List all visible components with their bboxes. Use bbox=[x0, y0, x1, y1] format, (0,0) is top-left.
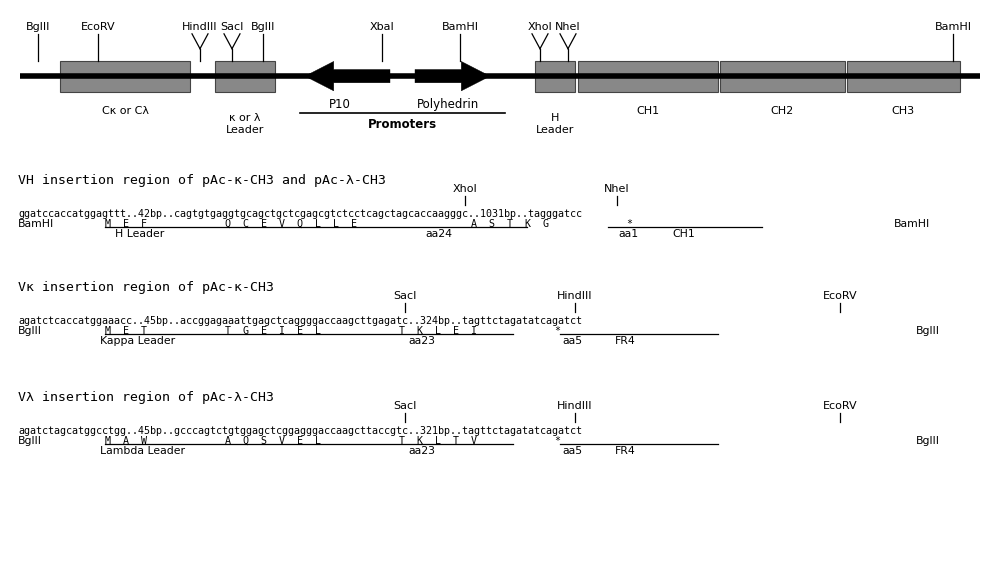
Text: H
Leader: H Leader bbox=[536, 113, 574, 135]
Text: ggatccaccatggagttt..42bp..cagtgtgaggtgcagctgctcgagcgtctcctcagctagcaccaagggc..103: ggatccaccatggagttt..42bp..cagtgtgaggtgca… bbox=[18, 209, 582, 219]
Text: P10: P10 bbox=[329, 98, 351, 111]
Text: HindIII: HindIII bbox=[557, 291, 593, 301]
Text: Vκ insertion region of pAc-κ-CH3: Vκ insertion region of pAc-κ-CH3 bbox=[18, 281, 274, 294]
Text: XbaI: XbaI bbox=[370, 21, 394, 32]
Text: BglII: BglII bbox=[916, 436, 940, 446]
Bar bbox=[720, 60, 845, 91]
Text: BamHI: BamHI bbox=[442, 21, 479, 32]
Text: aa5: aa5 bbox=[562, 446, 582, 456]
Text: Polyhedrin: Polyhedrin bbox=[417, 98, 479, 111]
Text: Cκ or Cλ: Cκ or Cλ bbox=[102, 106, 148, 116]
Text: CH1: CH1 bbox=[672, 229, 695, 239]
Text: EcoRV: EcoRV bbox=[823, 401, 857, 411]
Text: BglII: BglII bbox=[18, 436, 42, 446]
Text: M  A  W             A  Q  S  V  E  L             T  K  L  T  V             *: M A W A Q S V E L T K L T V * bbox=[105, 436, 561, 446]
Text: XhoI: XhoI bbox=[453, 184, 477, 194]
Text: Kappa Leader: Kappa Leader bbox=[100, 336, 175, 346]
Text: H Leader: H Leader bbox=[115, 229, 164, 239]
Text: SacI: SacI bbox=[220, 21, 244, 32]
Text: BamHI: BamHI bbox=[934, 21, 972, 32]
Text: M  E  F             Q  C  E  V  Q  L  L  E                   A  S  T  K  G      : M E F Q C E V Q L L E A S T K G bbox=[105, 219, 633, 229]
Text: Lambda Leader: Lambda Leader bbox=[100, 446, 185, 456]
Bar bbox=[535, 60, 575, 91]
Text: CH1: CH1 bbox=[636, 106, 660, 116]
Text: BglII: BglII bbox=[251, 21, 275, 32]
Text: aa23: aa23 bbox=[408, 446, 435, 456]
Polygon shape bbox=[305, 61, 390, 91]
Text: BamHI: BamHI bbox=[894, 219, 930, 229]
Text: NheI: NheI bbox=[555, 21, 581, 32]
Text: CH3: CH3 bbox=[891, 106, 915, 116]
Text: VH insertion region of pAc-κ-CH3 and pAc-λ-CH3: VH insertion region of pAc-κ-CH3 and pAc… bbox=[18, 174, 386, 187]
Text: Promoters: Promoters bbox=[368, 118, 437, 131]
Text: BamHI: BamHI bbox=[18, 219, 54, 229]
Bar bbox=[847, 60, 960, 91]
Text: aa23: aa23 bbox=[408, 336, 435, 346]
Text: agatctagcatggcctgg..45bp..gcccagtctgtggagctcggagggaccaagcttaccgtc..321bp..tagttc: agatctagcatggcctgg..45bp..gcccagtctgtgga… bbox=[18, 426, 582, 436]
Polygon shape bbox=[415, 61, 490, 91]
Text: BglII: BglII bbox=[18, 326, 42, 336]
Text: aa1: aa1 bbox=[618, 229, 638, 239]
Text: Vλ insertion region of pAc-λ-CH3: Vλ insertion region of pAc-λ-CH3 bbox=[18, 391, 274, 404]
Text: NheI: NheI bbox=[604, 184, 630, 194]
Bar bbox=[215, 60, 275, 91]
Bar bbox=[578, 60, 718, 91]
Text: FR4: FR4 bbox=[615, 336, 636, 346]
Text: aa24: aa24 bbox=[425, 229, 452, 239]
Text: EcoRV: EcoRV bbox=[823, 291, 857, 301]
Text: BglII: BglII bbox=[26, 21, 50, 32]
Text: CH2: CH2 bbox=[770, 106, 794, 116]
Text: XhoI: XhoI bbox=[528, 21, 552, 32]
Text: aa5: aa5 bbox=[562, 336, 582, 346]
Text: FR4: FR4 bbox=[615, 446, 636, 456]
Text: SacI: SacI bbox=[393, 401, 417, 411]
Text: BglII: BglII bbox=[916, 326, 940, 336]
Bar bbox=[60, 60, 190, 91]
Text: M  E  T             T  G  E  I  E  L             T  K  L  E  I             *: M E T T G E I E L T K L E I * bbox=[105, 326, 561, 336]
Text: HindIII: HindIII bbox=[182, 21, 218, 32]
Text: SacI: SacI bbox=[393, 291, 417, 301]
Text: HindIII: HindIII bbox=[557, 401, 593, 411]
Text: agatctcaccatggaaacc..45bp..accggagaaattgagctcaggggaccaagcttgagatc..324bp..tagttc: agatctcaccatggaaacc..45bp..accggagaaattg… bbox=[18, 316, 582, 326]
Text: κ or λ
Leader: κ or λ Leader bbox=[226, 113, 264, 135]
Text: EcoRV: EcoRV bbox=[81, 21, 115, 32]
